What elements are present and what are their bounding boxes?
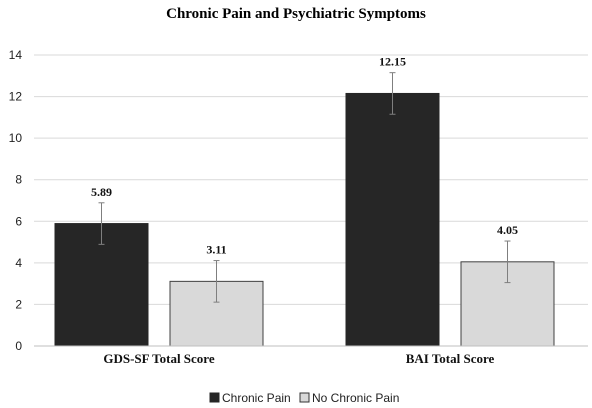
- legend-swatch-no-chronic-pain: [299, 392, 310, 403]
- category-label: GDS-SF Total Score: [103, 351, 214, 366]
- legend-label-chronic-pain: Chronic Pain: [222, 391, 291, 405]
- category-label: BAI Total Score: [406, 351, 495, 366]
- y-tick-label: 14: [9, 48, 23, 62]
- legend-item-chronic-pain: Chronic Pain: [209, 391, 291, 405]
- bars: [54, 92, 555, 347]
- data-label: 4.05: [497, 223, 518, 237]
- data-label: 3.11: [206, 243, 226, 257]
- y-tick-label: 6: [15, 214, 22, 228]
- data-label: 5.89: [91, 185, 112, 199]
- category-labels: GDS-SF Total Score BAI Total Score: [103, 351, 494, 366]
- chart-title: Chronic Pain and Psychiatric Symptoms: [166, 6, 426, 22]
- legend-swatch-chronic-pain: [209, 392, 220, 403]
- y-tick-label: 4: [15, 256, 22, 270]
- data-labels: 5.89 3.11 12.15 4.05: [91, 55, 518, 257]
- legend-item-no-chronic-pain: No Chronic Pain: [299, 391, 399, 405]
- y-tick-label: 12: [9, 90, 23, 104]
- y-tick-label: 2: [15, 297, 22, 311]
- data-label: 12.15: [379, 55, 406, 69]
- legend-label-no-chronic-pain: No Chronic Pain: [312, 391, 399, 405]
- legend: Chronic Pain No Chronic Pain: [209, 391, 399, 405]
- y-axis-ticks: 0 2 4 6 8 10 12 14: [9, 48, 23, 353]
- error-bars: [98, 72, 511, 303]
- y-tick-label: 10: [9, 131, 23, 145]
- y-tick-label: 0: [15, 339, 22, 353]
- bar: [345, 92, 440, 347]
- y-tick-label: 8: [15, 173, 22, 187]
